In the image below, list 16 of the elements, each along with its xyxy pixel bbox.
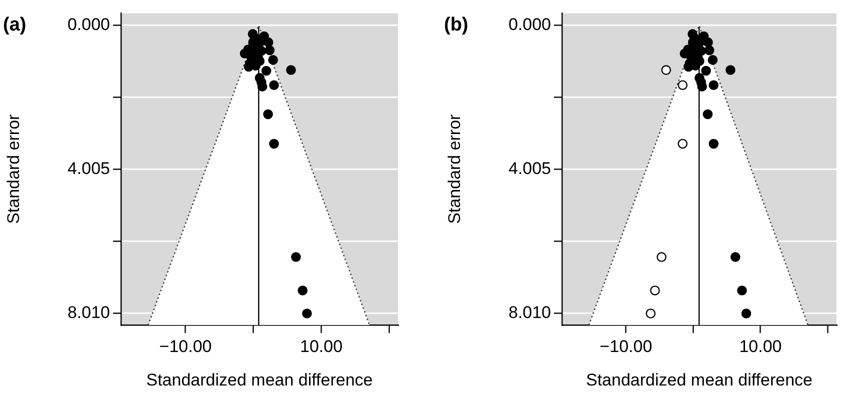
y-axis-title: Standard error [444, 114, 464, 224]
x-tick-label: −10.00 [159, 336, 212, 356]
x-axis-title: Standardized mean difference [146, 370, 373, 390]
x-tick-label: 10.00 [300, 336, 343, 356]
y-tick-label: 4.005 [508, 159, 551, 178]
x-axis-title: Standardized mean difference [586, 370, 813, 390]
y-tick-label: 8.010 [508, 303, 551, 322]
y-axis-title: Standard error [4, 114, 23, 224]
y-tick-label: 0.000 [508, 15, 551, 34]
x-tick-label: −10.00 [600, 336, 652, 356]
y-tick-label: 0.000 [67, 15, 110, 34]
chart-title: (b) [444, 14, 468, 36]
chart-title: (a) [3, 14, 26, 36]
y-tick-label: 8.010 [67, 303, 110, 322]
x-tick-label: 10.00 [739, 336, 782, 356]
y-tick-label: 4.005 [67, 159, 110, 178]
